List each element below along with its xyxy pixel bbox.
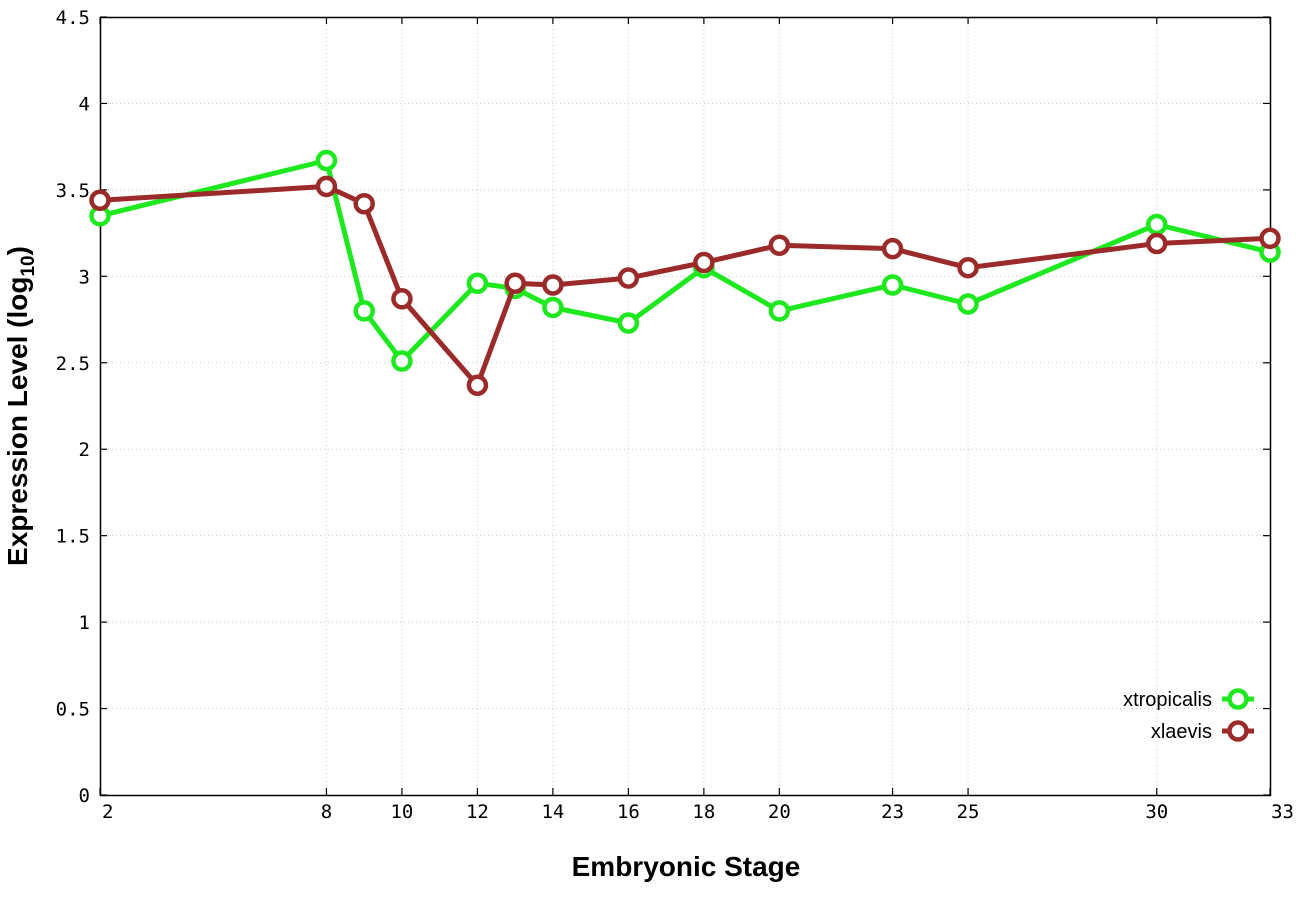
y-tick-label: 4.5 <box>56 7 90 29</box>
data-point <box>315 175 338 198</box>
data-point <box>1146 232 1168 255</box>
y-axis-title-subscript: 10 <box>18 255 39 276</box>
legend-item-xlaevis: xlaevis <box>1151 720 1254 743</box>
data-point <box>391 288 413 310</box>
data-point <box>881 274 904 296</box>
series-xlaevis <box>89 175 1281 397</box>
data-point <box>504 272 526 294</box>
y-tick-label: 2.5 <box>56 353 90 375</box>
x-tick-label: 2 <box>102 801 113 823</box>
data-point <box>466 374 489 397</box>
x-tick-label: 20 <box>768 801 791 823</box>
tick-labels: 0 0.5 1 1.5 2 2.5 3 3.5 4 4.5 2 8 10 12 14 16 18 20 23 25 30… <box>56 7 1294 823</box>
y-tick-label: 1.5 <box>56 526 90 548</box>
x-tick-label: 14 <box>541 801 564 823</box>
legend-label: xlaevis <box>1151 721 1212 743</box>
y-tick-label: 0.5 <box>56 699 90 721</box>
data-point <box>466 272 489 294</box>
data-point <box>881 237 904 260</box>
legend-swatch-marker <box>1227 688 1249 710</box>
y-tick-label: 3 <box>79 266 90 288</box>
y-tick-label: 0 <box>79 785 90 807</box>
y-axis-title-suffix: ) <box>2 246 33 255</box>
y-tick-label: 4 <box>79 93 90 115</box>
data-point <box>1146 213 1168 236</box>
legend-item-xtropicalis: xtropicalis <box>1123 688 1254 711</box>
axis-ticks <box>99 16 1271 796</box>
data-point <box>768 234 791 256</box>
x-tick-label: 33 <box>1271 801 1294 823</box>
data-point <box>693 251 715 274</box>
data-point <box>353 300 375 322</box>
x-tick-label: 12 <box>466 801 489 823</box>
legend-label: xtropicalis <box>1123 689 1212 711</box>
data-point <box>617 267 640 289</box>
plot-frame <box>99 16 1272 797</box>
y-tick-label: 1 <box>79 612 90 634</box>
series-line <box>99 183 1271 388</box>
grid <box>100 17 1270 795</box>
data-point <box>1259 227 1281 250</box>
data-point <box>89 189 111 212</box>
data-point <box>542 296 564 319</box>
x-tick-label: 23 <box>881 801 904 823</box>
data-point <box>353 192 375 215</box>
data-point <box>957 293 979 315</box>
data-point <box>768 300 791 322</box>
y-axis-title-main: Expression Level (log <box>2 277 33 566</box>
data-point <box>617 312 640 334</box>
x-tick-label: 10 <box>390 801 413 823</box>
series <box>89 149 1281 397</box>
x-axis-title: Embryonic Stage <box>572 851 801 882</box>
y-axis-title: Expression Level (log10) <box>2 246 39 566</box>
data-point <box>957 256 979 279</box>
data-point <box>391 350 413 372</box>
x-tick-label: 30 <box>1145 801 1168 823</box>
data-point <box>542 274 564 296</box>
series-xtropicalis <box>89 149 1281 372</box>
y-tick-label: 3.5 <box>56 180 90 202</box>
x-tick-label: 8 <box>321 801 332 823</box>
legend: xtropicalis xlaevis <box>1123 688 1254 743</box>
y-tick-label: 2 <box>79 439 90 461</box>
x-tick-label: 18 <box>692 801 715 823</box>
x-tick-label: 25 <box>957 801 980 823</box>
data-point <box>315 149 338 172</box>
x-tick-label: 16 <box>617 801 640 823</box>
legend-swatch-marker <box>1227 720 1249 742</box>
